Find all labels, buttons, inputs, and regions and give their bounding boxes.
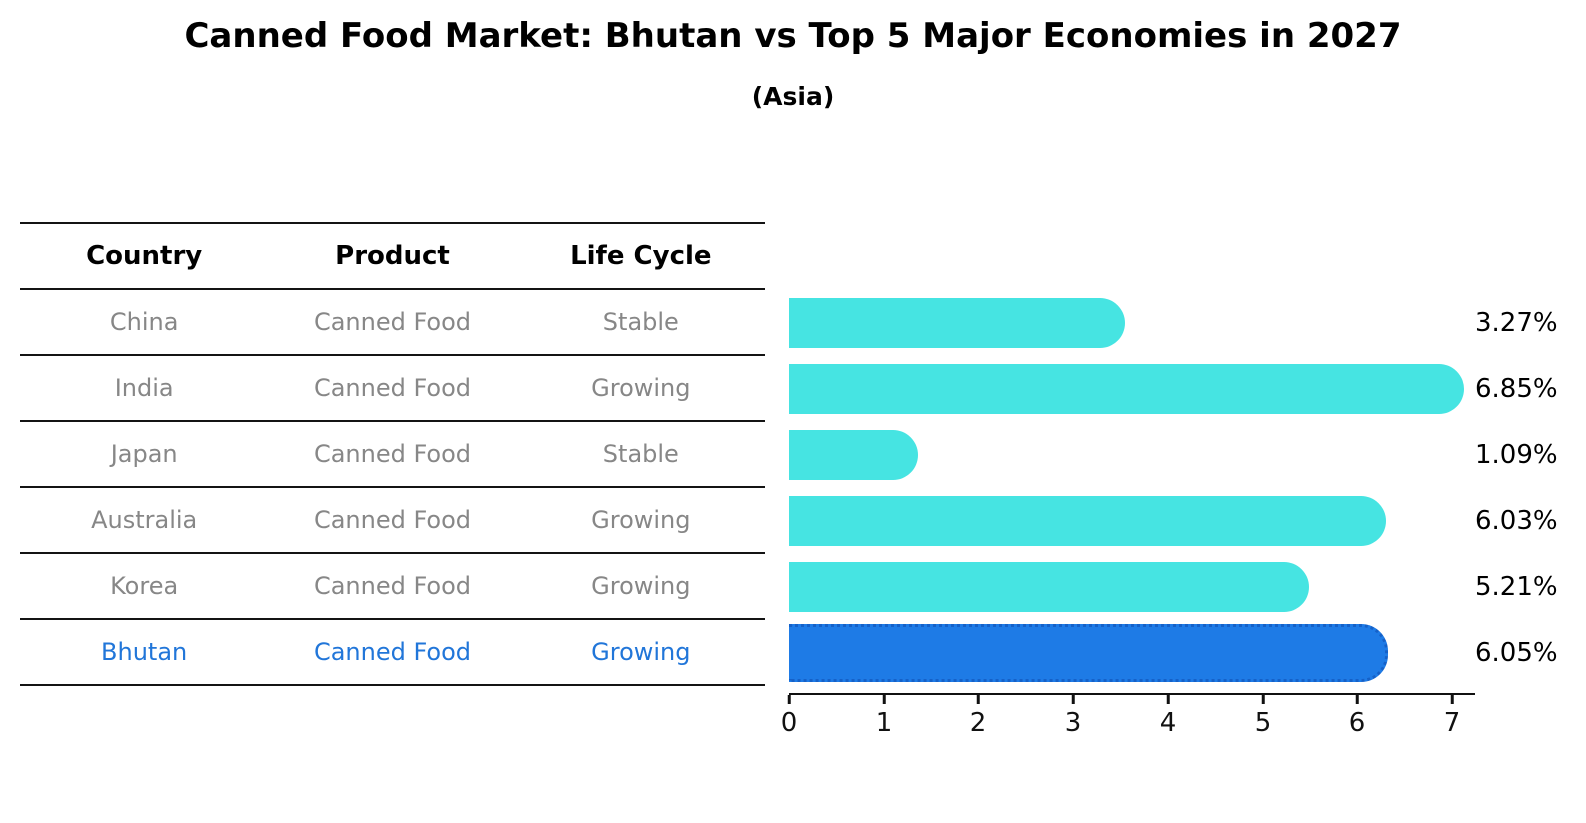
value-label-korea: 5.21% bbox=[1475, 572, 1558, 602]
bar-china bbox=[789, 298, 1125, 348]
cell-country: Australia bbox=[91, 506, 198, 534]
cell-life-cycle: Growing bbox=[591, 374, 691, 402]
value-label-japan: 1.09% bbox=[1475, 440, 1558, 470]
bar-japan bbox=[789, 430, 918, 480]
x-tick-label: 3 bbox=[1064, 708, 1082, 738]
x-axis: 0 1 2 3 4 5 6 7 bbox=[781, 693, 1475, 738]
cell-life-cycle: Stable bbox=[602, 440, 679, 468]
cell-product: Canned Food bbox=[313, 440, 472, 468]
bar-korea bbox=[789, 562, 1309, 612]
cell-product: Canned Food bbox=[313, 638, 472, 666]
x-tick-mark bbox=[1355, 695, 1359, 704]
cell-country: China bbox=[109, 308, 179, 336]
cell-life-cycle: Stable bbox=[602, 308, 679, 336]
x-tick-mark bbox=[787, 695, 791, 704]
cell-product: Canned Food bbox=[313, 374, 472, 402]
cell-product: Canned Food bbox=[313, 572, 472, 600]
x-tick-mark bbox=[882, 695, 886, 704]
value-label-bhutan: 6.05% bbox=[1475, 638, 1558, 668]
column-header-life-cycle: Life Cycle bbox=[570, 241, 712, 271]
value-label-india: 6.85% bbox=[1475, 374, 1558, 404]
cell-life-cycle: Growing bbox=[591, 638, 691, 666]
column-header-product: Product bbox=[335, 241, 450, 271]
x-tick-mark bbox=[1450, 695, 1454, 704]
x-tick-label: 5 bbox=[1254, 708, 1272, 738]
table-row-japan: Japan Canned Food Stable bbox=[20, 422, 765, 488]
x-tick-label: 0 bbox=[780, 708, 798, 738]
cell-country: Bhutan bbox=[101, 638, 188, 666]
cell-country: India bbox=[114, 374, 174, 402]
bar-bhutan bbox=[789, 624, 1388, 682]
x-tick-label: 1 bbox=[875, 708, 893, 738]
cell-country: Korea bbox=[110, 572, 179, 600]
bar-plot-area bbox=[789, 290, 1473, 686]
bar-australia bbox=[789, 496, 1386, 546]
cell-product: Canned Food bbox=[313, 308, 472, 336]
x-tick-label: 7 bbox=[1443, 708, 1461, 738]
cell-country: Japan bbox=[110, 440, 178, 468]
chart-subtitle: (Asia) bbox=[751, 82, 835, 111]
x-tick-label: 6 bbox=[1348, 708, 1366, 738]
x-tick-mark bbox=[1261, 695, 1265, 704]
cell-life-cycle: Growing bbox=[591, 506, 691, 534]
x-tick-label: 2 bbox=[969, 708, 987, 738]
table-header-row: Country Product Life Cycle bbox=[20, 222, 765, 290]
data-table: Country Product Life Cycle China Canned Food… bbox=[20, 222, 765, 686]
value-label-australia: 6.03% bbox=[1475, 506, 1558, 536]
bar-india bbox=[789, 364, 1464, 414]
table-row-bhutan: Bhutan Canned Food Growing bbox=[20, 620, 765, 686]
table-row-china: China Canned Food Stable bbox=[20, 290, 765, 356]
x-tick-mark bbox=[1166, 695, 1170, 704]
x-tick-mark bbox=[976, 695, 980, 704]
table-row-australia: Australia Canned Food Growing bbox=[20, 488, 765, 554]
column-header-country: Country bbox=[86, 241, 203, 271]
cell-product: Canned Food bbox=[313, 506, 472, 534]
value-label-china: 3.27% bbox=[1475, 308, 1558, 338]
table-row-india: India Canned Food Growing bbox=[20, 356, 765, 422]
x-tick-mark bbox=[1071, 695, 1075, 704]
table-row-korea: Korea Canned Food Growing bbox=[20, 554, 765, 620]
chart-title: Canned Food Market: Bhutan vs Top 5 Majo… bbox=[184, 16, 1402, 56]
cell-life-cycle: Growing bbox=[591, 572, 691, 600]
x-tick-label: 4 bbox=[1159, 708, 1177, 738]
